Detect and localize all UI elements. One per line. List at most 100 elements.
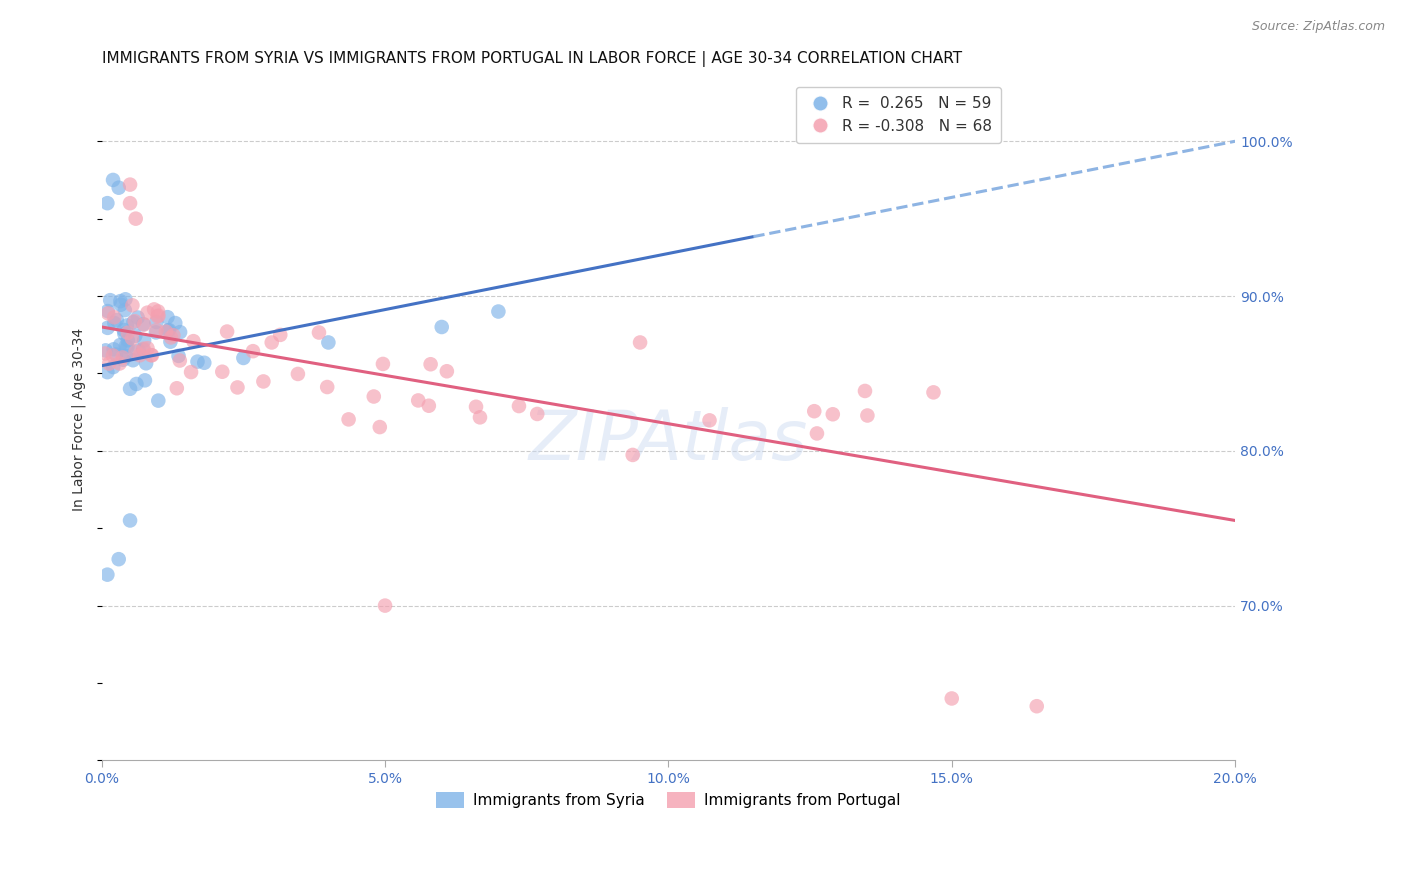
Y-axis label: In Labor Force | Age 30-34: In Labor Force | Age 30-34 <box>72 328 86 511</box>
Point <box>806 426 828 441</box>
Point <box>103 360 125 375</box>
Point <box>226 380 249 394</box>
Point <box>118 178 141 192</box>
Point <box>121 298 143 312</box>
Point <box>146 310 169 324</box>
Point <box>430 320 453 334</box>
Point <box>115 349 138 363</box>
Point <box>108 357 131 371</box>
Point <box>117 333 139 347</box>
Point <box>103 316 125 330</box>
Point <box>120 382 142 396</box>
Point <box>134 373 156 387</box>
Point <box>156 310 179 325</box>
Point <box>337 412 360 426</box>
Point <box>316 380 339 394</box>
Point <box>180 365 202 379</box>
Point <box>107 552 129 566</box>
Point <box>122 315 145 329</box>
Point <box>146 304 169 318</box>
Point <box>132 318 155 332</box>
Point <box>110 294 132 309</box>
Text: Source: ZipAtlas.com: Source: ZipAtlas.com <box>1251 20 1385 33</box>
Point <box>117 340 139 354</box>
Point <box>148 393 170 408</box>
Point <box>136 305 159 319</box>
Point <box>96 365 118 379</box>
Point <box>287 367 309 381</box>
Point <box>217 325 239 339</box>
Point <box>141 348 163 362</box>
Point <box>101 173 124 187</box>
Point <box>136 341 159 355</box>
Point <box>165 316 187 330</box>
Point <box>628 335 651 350</box>
Point <box>103 343 125 357</box>
Point <box>406 393 429 408</box>
Point <box>103 310 125 325</box>
Point <box>128 343 150 358</box>
Point <box>169 353 191 368</box>
Point <box>143 302 166 317</box>
Point <box>122 353 145 368</box>
Point <box>135 356 157 370</box>
Point <box>853 384 876 398</box>
Text: ZIPAtlas: ZIPAtlas <box>529 407 808 474</box>
Point <box>269 327 291 342</box>
Point <box>699 413 721 427</box>
Point <box>436 364 458 378</box>
Point <box>118 513 141 527</box>
Point <box>96 196 118 211</box>
Point <box>111 351 134 365</box>
Point <box>167 349 190 363</box>
Point <box>419 357 441 371</box>
Point <box>159 334 181 349</box>
Point <box>371 357 394 371</box>
Point <box>134 318 156 332</box>
Point <box>94 346 117 360</box>
Point <box>468 410 491 425</box>
Point <box>486 304 509 318</box>
Point <box>856 409 879 423</box>
Point <box>1025 699 1047 714</box>
Point <box>166 381 188 395</box>
Point <box>621 448 644 462</box>
Point <box>368 420 391 434</box>
Point <box>110 298 132 312</box>
Point <box>252 375 274 389</box>
Point <box>418 399 440 413</box>
Point <box>124 344 146 359</box>
Point <box>148 309 170 323</box>
Point <box>101 349 124 363</box>
Point <box>186 354 208 368</box>
Point <box>232 351 254 365</box>
Point <box>98 357 121 371</box>
Point <box>157 323 180 337</box>
Point <box>308 326 330 340</box>
Point <box>94 343 117 358</box>
Point <box>124 314 146 328</box>
Legend: Immigrants from Syria, Immigrants from Portugal: Immigrants from Syria, Immigrants from P… <box>430 786 907 814</box>
Point <box>97 306 120 320</box>
Point <box>112 326 135 341</box>
Point <box>132 342 155 356</box>
Point <box>112 352 135 367</box>
Point <box>145 323 167 337</box>
Point <box>193 356 215 370</box>
Point <box>363 390 385 404</box>
Point <box>125 211 148 226</box>
Point <box>183 334 205 348</box>
Point <box>121 331 143 345</box>
Point <box>155 325 177 339</box>
Point <box>508 399 530 413</box>
Point <box>98 293 121 308</box>
Point <box>134 334 156 348</box>
Point <box>108 338 131 352</box>
Point <box>821 407 844 421</box>
Point <box>128 348 150 362</box>
Point <box>157 323 180 337</box>
Point <box>169 325 191 339</box>
Point <box>127 310 149 325</box>
Point <box>374 599 396 613</box>
Point <box>97 321 120 335</box>
